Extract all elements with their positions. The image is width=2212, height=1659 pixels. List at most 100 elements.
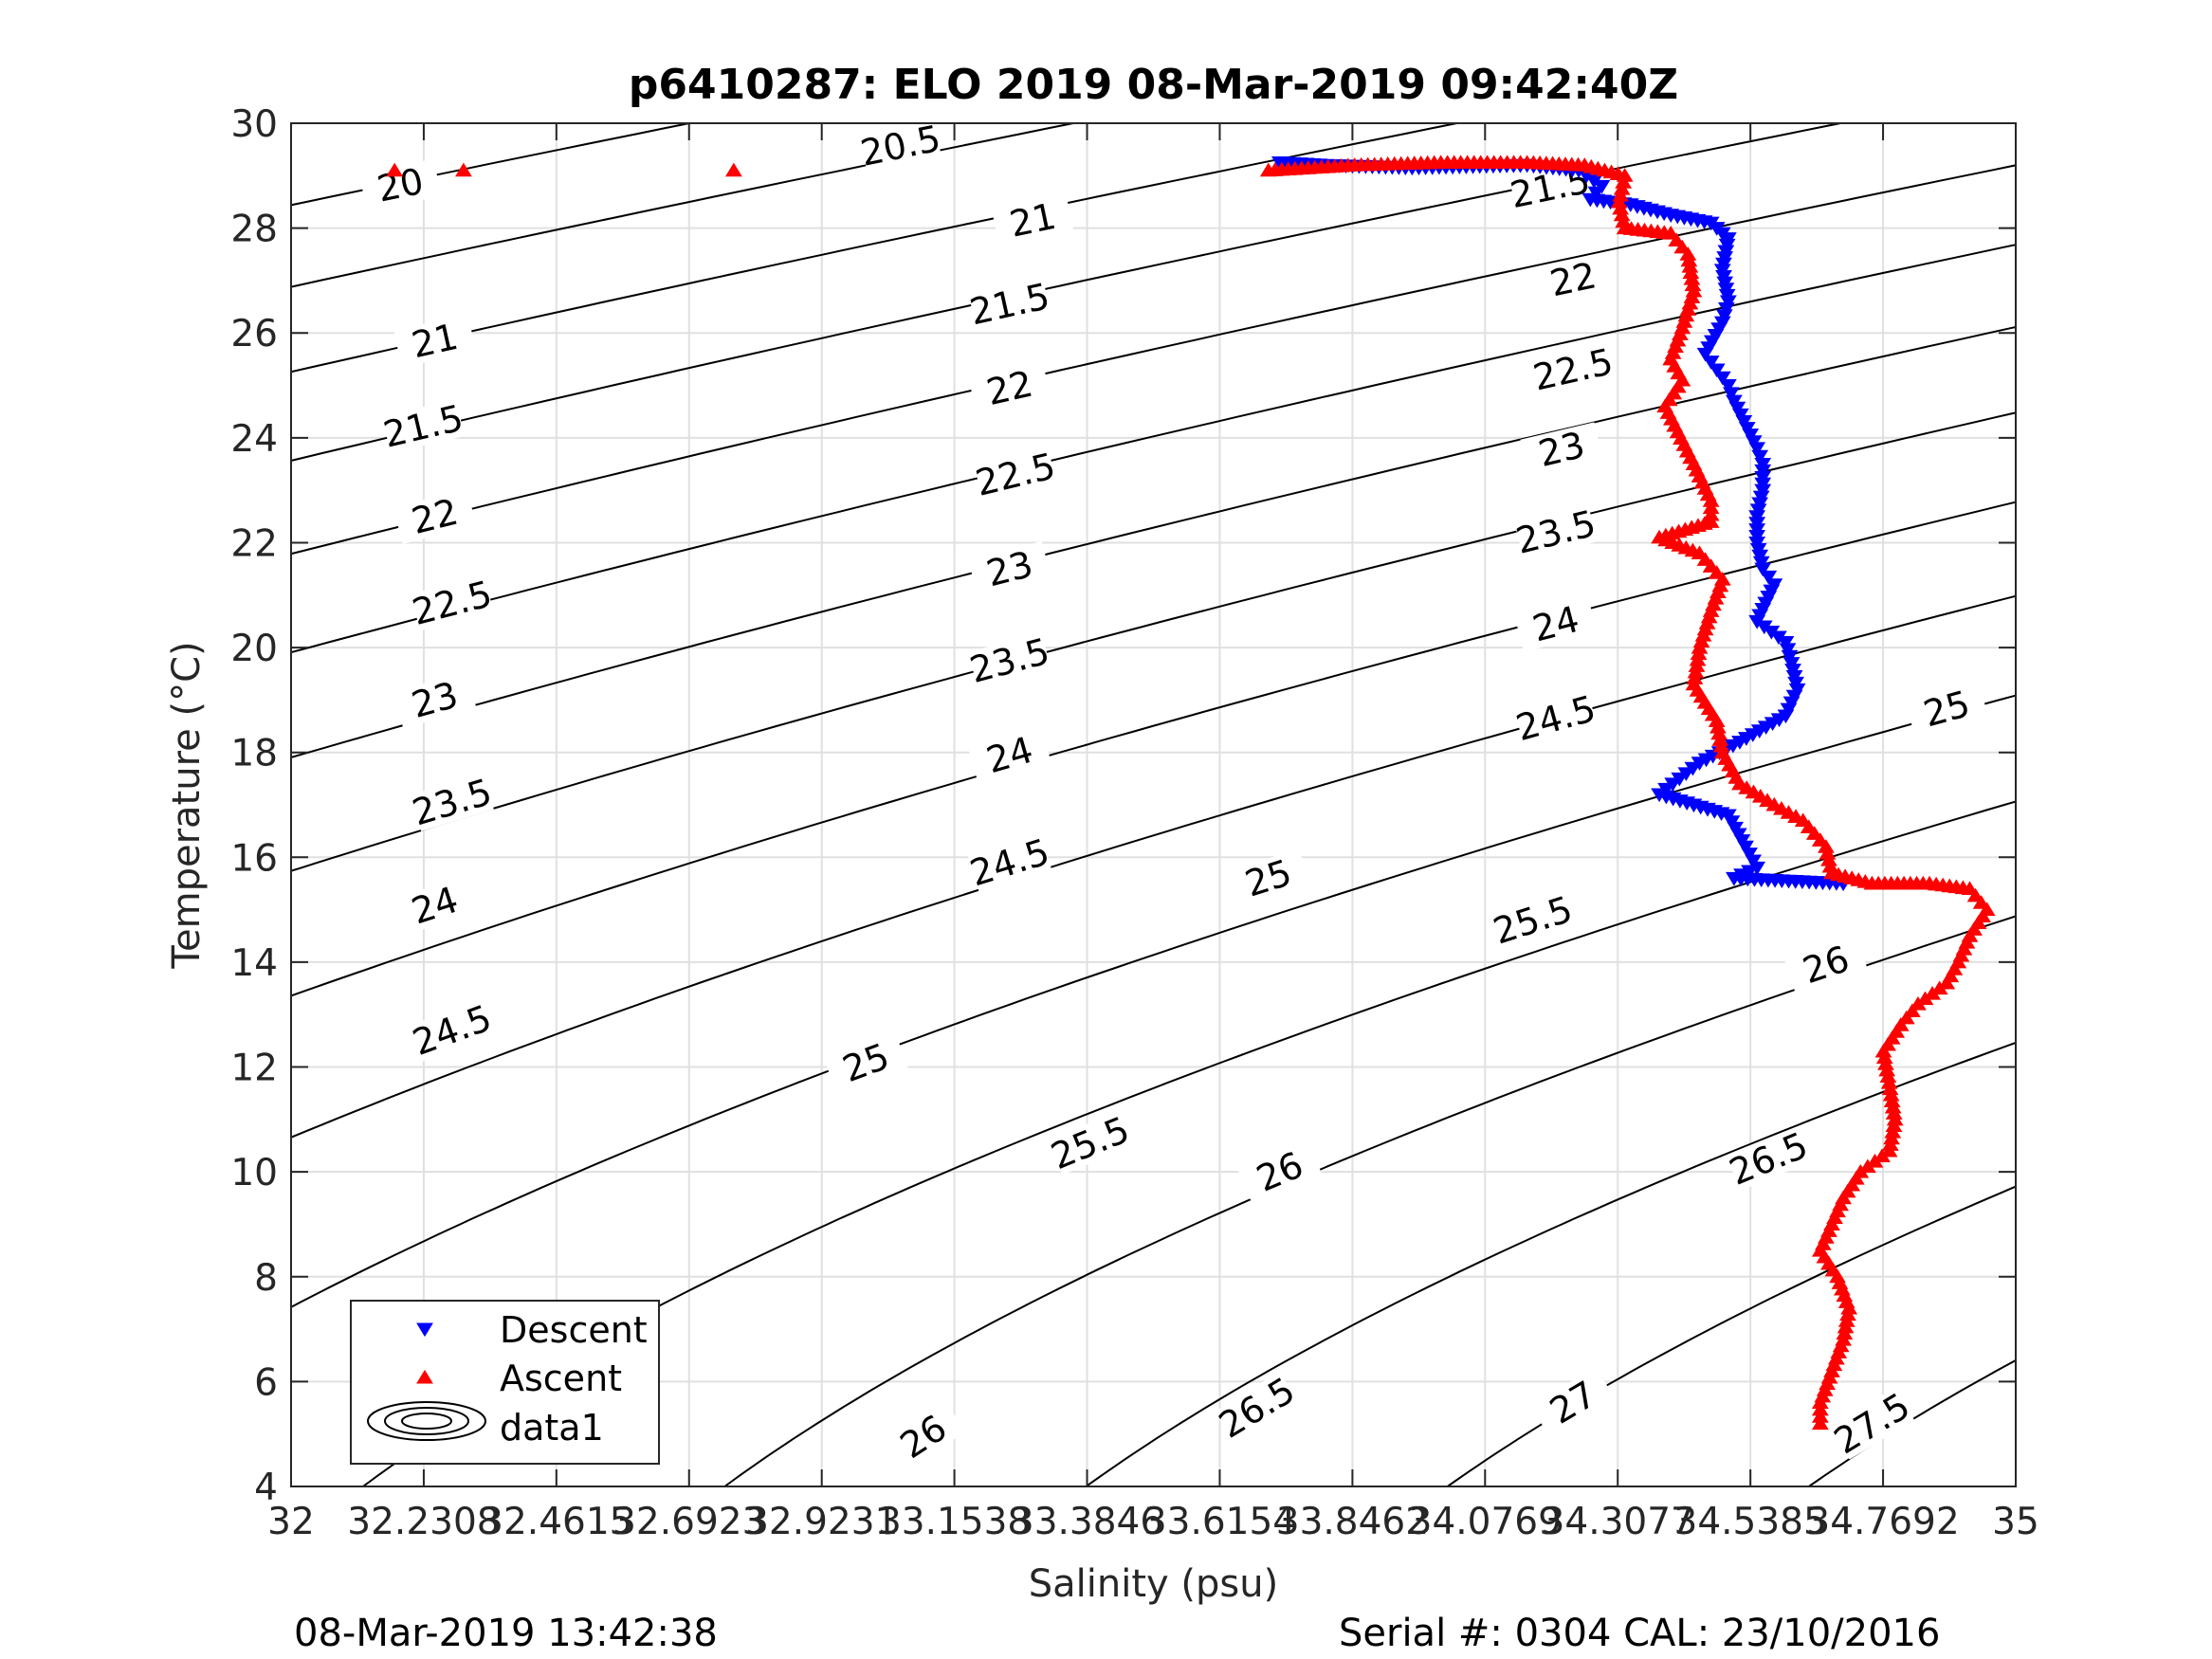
contour-label-background [881,1399,966,1474]
x-tick-label: 32 [267,1501,315,1543]
contour-label: 21.5 [379,397,466,456]
ascent-point [1916,991,1934,1006]
contour-label-background [1048,1111,1133,1176]
timestamp-footer: 08-Mar-2019 13:42:38 [294,1612,718,1655]
descent-point [1760,570,1778,585]
descent-point [1738,422,1756,436]
descent-point [1722,387,1740,401]
x-tick-label: 33.3846 [1011,1501,1163,1543]
ascent-point [1811,1415,1829,1431]
density-contour-line [291,164,2016,556]
contour-label: 27.5 [1827,1385,1917,1463]
descent-point [1719,295,1737,310]
y-tick-label: 8 [254,1257,278,1300]
contour-label: 22.5 [408,573,496,633]
descent-point [1779,643,1797,658]
descent-point [1777,636,1795,650]
contour-label: 21.5 [966,275,1053,333]
contour-label-background [859,119,941,173]
x-tick-label: 35 [1992,1501,2039,1543]
descent-point [1745,854,1762,869]
y-tick-label: 22 [230,522,278,565]
plot-frame [290,122,2017,1487]
descent-point [1728,401,1746,416]
contour-label: 23.5 [408,771,497,833]
contour-label-background [1520,422,1603,477]
contour-label: 22 [408,491,463,542]
y-tick-label: 6 [254,1361,278,1404]
profile-data [386,155,1996,1431]
grid-lines [291,123,2016,1486]
contour-label: 22 [982,362,1036,413]
descent-point [1719,379,1737,393]
contour-label: 22.5 [972,445,1060,504]
y-axis-label: Temperature (°C) [165,641,209,969]
contour-label-background [1783,934,1869,995]
x-tick-label: 34.5385 [1674,1501,1827,1543]
density-contour-line [291,123,1846,462]
contour-label: 21 [408,316,462,366]
y-tick-label: 12 [230,1048,278,1090]
density-contour-line [291,244,2016,654]
contour-label-background [393,314,476,368]
descent-point [1735,414,1753,429]
density-contour-line [291,325,2016,759]
contour-label-background [823,1031,908,1094]
density-contour-line [1445,1185,2016,1486]
contour-label: 24.5 [1511,687,1600,749]
density-contour-line [291,501,2016,997]
contour-label-background [393,488,477,544]
contour-label-background [1226,848,1310,908]
contour-label: 24.5 [965,830,1054,894]
x-tick-label: 32.9231 [745,1501,898,1543]
density-contour-line [722,915,2016,1486]
x-axis-label: Salinity (psu) [1029,1562,1278,1606]
ascent-series [386,155,1996,1431]
contour-label-background [1514,595,1598,652]
axes: 32 32.230832.461532.692332.923133.153833.… [230,103,2038,1543]
contour-label-background [381,399,465,454]
ascent-point [386,162,404,177]
legend-label: Descent [500,1309,648,1351]
y-tick-label: 14 [230,942,278,985]
descent-point [1731,408,1749,423]
x-tick-label: 33.6154 [1143,1501,1296,1543]
ascent-point [1858,1158,1876,1174]
y-tick-label: 24 [230,418,278,461]
chart-title: p6410287: ELO 2019 08-Mar-2019 09:42:40Z [629,61,1678,109]
y-tick-label: 30 [230,103,278,146]
contour-label: 23 [1534,424,1588,475]
density-contour-line [291,694,2016,1309]
contour-label-background [968,360,1051,415]
descent-point [1742,428,1760,443]
contour-label-background [1829,1387,1914,1460]
ascent-point [1866,1153,1884,1168]
contour-label-background [1508,161,1592,214]
contour-label-background [1531,342,1615,397]
contour-label-background [968,632,1051,689]
y-tick-label: 20 [230,628,278,670]
contour-label-background [410,773,494,831]
ascent-point [724,162,742,177]
legend-data1-contour-icon [367,1401,486,1441]
y-tick-label: 16 [230,837,278,880]
ascent-point [1880,1142,1898,1158]
descent-point [1741,848,1758,862]
density-contour-line [1084,1041,2016,1486]
ascent-point [1930,980,1948,995]
x-tick-label: 33.1538 [878,1501,1031,1543]
contour-label: 22 [1546,254,1600,304]
contour-label-background [1726,1126,1811,1192]
descent-point [1745,435,1763,449]
contour-label-background [967,726,1051,784]
descent-point [1754,562,1772,577]
legend-label: Ascent [500,1358,622,1399]
contour-label: 20.5 [857,118,944,174]
descent-point [1717,301,1735,317]
descent-point [1726,394,1743,410]
density-contour-line [361,800,2016,1486]
density-contours [291,123,2016,1486]
contour-label-background [393,875,477,936]
